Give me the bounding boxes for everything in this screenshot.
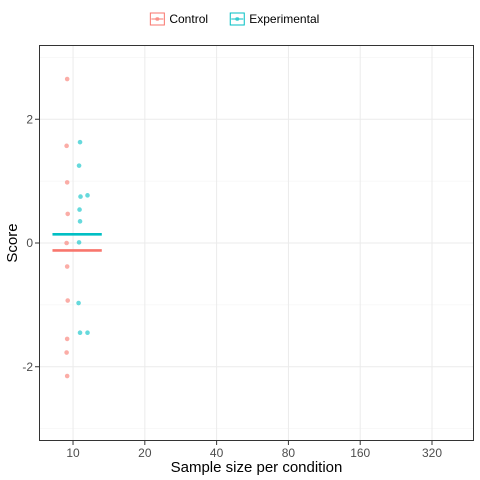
data-point-experimental xyxy=(78,194,83,199)
legend-label-control: Control xyxy=(169,12,208,26)
data-point-control xyxy=(64,240,69,246)
data-point-control xyxy=(64,143,69,149)
x-tick-label: 320 xyxy=(422,446,442,460)
x-axis-title: Sample size per condition xyxy=(171,459,343,476)
x-tick-label: 40 xyxy=(210,446,224,460)
y-axis-title: Score xyxy=(4,223,21,262)
legend-label-experimental: Experimental xyxy=(249,12,319,26)
data-point-experimental xyxy=(76,300,81,306)
data-point-experimental xyxy=(77,330,83,336)
axes: -2 0 2 10 20 40 80 160 320 xyxy=(22,112,442,460)
legend-key-point-control xyxy=(155,17,160,21)
legend: Control Experimental xyxy=(149,12,319,26)
data-point-control xyxy=(65,211,71,217)
series-control xyxy=(52,76,102,379)
legend-item-control: Control xyxy=(149,12,208,26)
data-point-experimental xyxy=(85,330,90,336)
data-point-experimental xyxy=(77,219,83,224)
data-point-experimental xyxy=(76,240,82,245)
data-point-control xyxy=(64,336,70,342)
data-point-experimental xyxy=(85,193,90,198)
data-point-control xyxy=(64,76,70,82)
y-tick-label: 2 xyxy=(26,112,33,126)
x-tick-label: 10 xyxy=(66,446,80,460)
data-point-experimental xyxy=(77,207,82,212)
x-tick-label: 160 xyxy=(350,446,370,460)
data-point-control xyxy=(64,180,70,185)
data-point-control xyxy=(65,298,71,303)
chart-marks xyxy=(52,76,102,379)
data-point-control xyxy=(64,373,70,379)
x-tick-label: 20 xyxy=(138,446,152,460)
y-tick-label: -2 xyxy=(22,360,33,374)
legend-key-point-experimental xyxy=(235,17,240,21)
data-point-control xyxy=(64,264,70,269)
y-tick-label: 0 xyxy=(26,236,33,250)
data-point-control xyxy=(64,350,69,355)
data-point-experimental xyxy=(77,139,83,145)
series-experimental xyxy=(52,139,102,336)
plot-border xyxy=(39,45,474,441)
data-point-experimental xyxy=(76,163,82,168)
x-tick-label: 80 xyxy=(282,446,296,460)
grid xyxy=(39,45,474,441)
legend-item-experimental: Experimental xyxy=(229,12,319,26)
